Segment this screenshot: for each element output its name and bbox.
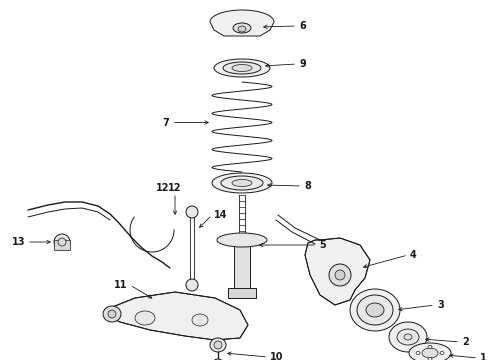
Text: 4: 4	[410, 250, 417, 260]
Ellipse shape	[409, 343, 451, 360]
Ellipse shape	[210, 338, 226, 352]
Polygon shape	[105, 292, 248, 340]
Text: 7: 7	[162, 117, 169, 127]
Ellipse shape	[103, 306, 121, 322]
Ellipse shape	[213, 359, 223, 360]
Text: 6: 6	[299, 21, 306, 31]
Text: 5: 5	[319, 240, 326, 250]
Text: 13: 13	[11, 237, 25, 247]
Ellipse shape	[214, 59, 270, 77]
Ellipse shape	[357, 295, 393, 325]
Ellipse shape	[397, 329, 419, 345]
Text: 12: 12	[156, 183, 170, 193]
Ellipse shape	[233, 23, 251, 33]
Ellipse shape	[404, 334, 412, 340]
Text: 3: 3	[437, 300, 444, 310]
Polygon shape	[305, 238, 370, 305]
Ellipse shape	[135, 311, 155, 325]
Ellipse shape	[212, 173, 272, 193]
Ellipse shape	[54, 234, 70, 250]
Bar	[234, 240, 250, 290]
Text: 14: 14	[214, 210, 227, 220]
Ellipse shape	[350, 289, 400, 331]
Text: 10: 10	[270, 352, 284, 360]
Ellipse shape	[186, 206, 198, 218]
Text: 12: 12	[168, 183, 182, 193]
Ellipse shape	[389, 322, 427, 352]
Text: 9: 9	[299, 59, 306, 69]
Ellipse shape	[422, 348, 438, 358]
Ellipse shape	[335, 270, 345, 280]
Ellipse shape	[428, 357, 432, 360]
Ellipse shape	[192, 314, 208, 326]
Text: 1: 1	[480, 353, 487, 360]
Ellipse shape	[232, 64, 252, 72]
Ellipse shape	[214, 341, 222, 349]
Text: 2: 2	[462, 337, 469, 347]
Ellipse shape	[186, 279, 198, 291]
Ellipse shape	[366, 303, 384, 317]
Ellipse shape	[58, 238, 66, 246]
Ellipse shape	[440, 351, 444, 355]
Bar	[228, 288, 256, 298]
Text: 8: 8	[304, 181, 311, 191]
Ellipse shape	[329, 264, 351, 286]
Text: 11: 11	[114, 280, 127, 290]
Ellipse shape	[428, 346, 432, 348]
Bar	[54, 240, 70, 250]
Ellipse shape	[223, 62, 261, 74]
Ellipse shape	[232, 180, 252, 186]
Polygon shape	[210, 10, 274, 36]
Ellipse shape	[238, 26, 246, 32]
Ellipse shape	[416, 351, 420, 355]
Ellipse shape	[221, 176, 263, 190]
Ellipse shape	[108, 310, 116, 318]
Ellipse shape	[217, 233, 267, 247]
